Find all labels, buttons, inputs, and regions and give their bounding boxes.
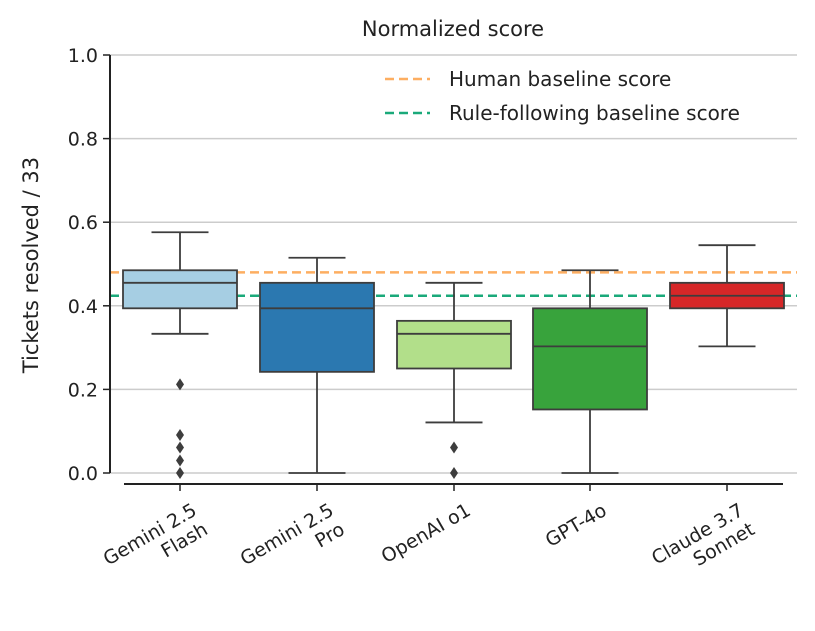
legend: Human baseline score Rule-following basel… (385, 67, 740, 125)
box-4 (669, 244, 785, 348)
axes: 0.0 0.2 0.4 0.6 0.8 1.0 Gemini 2.5Flash Gemini … (68, 45, 783, 589)
x-tick-label: Gemini 2.5Pro (237, 499, 349, 589)
box-3 (532, 269, 648, 474)
x-tick-label: GPT-4o (542, 499, 611, 551)
y-tick-label: 0.4 (68, 296, 98, 318)
outlier-point (176, 454, 184, 467)
y-tick-label: 0.2 (68, 379, 98, 401)
chart-title: Normalized score (362, 17, 544, 41)
x-tick-label: OpenAI o1 (378, 499, 475, 568)
y-tick-label: 1.0 (68, 45, 98, 67)
boxes (122, 231, 785, 479)
box-2 (396, 281, 512, 479)
outlier-point (176, 428, 184, 441)
box-1 (259, 256, 375, 474)
box-iqr (122, 269, 238, 310)
outlier-point (176, 441, 184, 454)
outlier-point (450, 441, 458, 454)
y-tick-label: 0.8 (68, 129, 98, 151)
y-tick-label: 0.6 (68, 212, 98, 234)
outlier-point (176, 467, 184, 479)
x-tick-label: Gemini 2.5Flash (100, 499, 212, 589)
box-iqr (259, 281, 375, 373)
box-iqr (532, 307, 648, 411)
x-tick-label: Claude 3.7Sonnet (648, 499, 759, 588)
legend-label: Rule-following baseline score (449, 101, 740, 125)
y-axis-label: Tickets resolved / 33 (19, 157, 43, 374)
y-tick-label: 0.0 (68, 463, 98, 485)
legend-label: Human baseline score (449, 67, 671, 91)
outlier-point (450, 467, 458, 479)
box-0 (122, 231, 238, 479)
box-iqr (396, 319, 512, 370)
outlier-point (176, 378, 184, 391)
